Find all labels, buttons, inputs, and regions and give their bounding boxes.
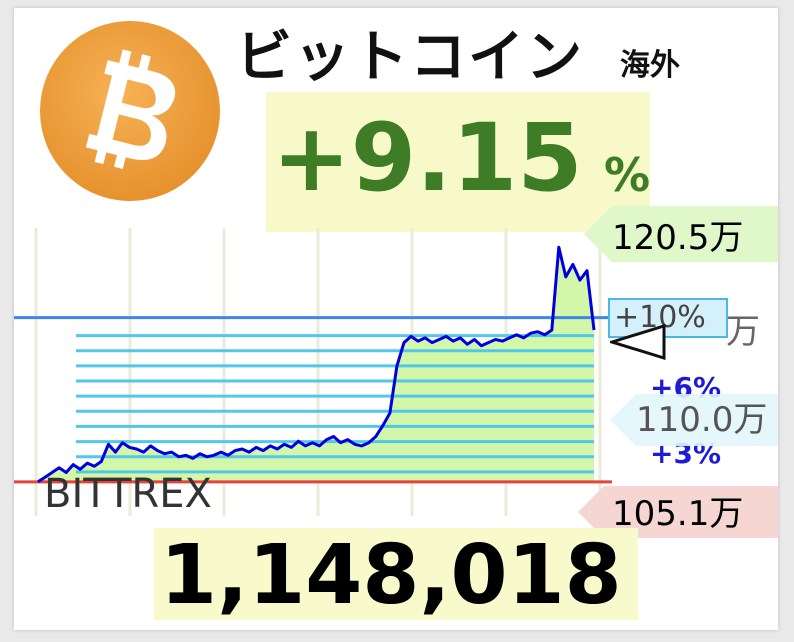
percent-bands	[76, 334, 594, 474]
reference-lines	[14, 316, 612, 484]
ticker-card: ビットコイン 海外 +9.15 % BITTREX 120.5万 万 +10% …	[14, 8, 778, 630]
market-subtitle: 海外	[620, 48, 680, 83]
change-value: +9.15	[272, 104, 583, 213]
hidden-price-label: 万	[726, 312, 760, 352]
price-line	[37, 245, 596, 484]
coin-title: ビットコイン	[236, 25, 584, 90]
chart-fill	[38, 247, 594, 482]
mid-price-pointer	[610, 394, 778, 446]
low-price-label: 105.1万	[612, 494, 744, 534]
plus10-badge	[608, 298, 728, 338]
high-price-pointer	[584, 206, 778, 262]
price-highlight	[154, 528, 638, 620]
chart-line	[37, 245, 596, 484]
chart-area	[38, 247, 594, 482]
change-unit: %	[604, 148, 651, 202]
low-price-pointer	[578, 486, 778, 538]
current-price: 1,148,018	[160, 528, 622, 623]
mid-price-label: 110.0万	[636, 400, 768, 440]
high-price-label: 120.5万	[612, 218, 744, 258]
exchange-label: BITTREX	[44, 471, 212, 517]
price-chart	[14, 228, 612, 516]
bitcoin-icon	[40, 21, 220, 201]
change-highlight	[266, 92, 650, 232]
triangle-pointer-icon	[610, 324, 666, 360]
